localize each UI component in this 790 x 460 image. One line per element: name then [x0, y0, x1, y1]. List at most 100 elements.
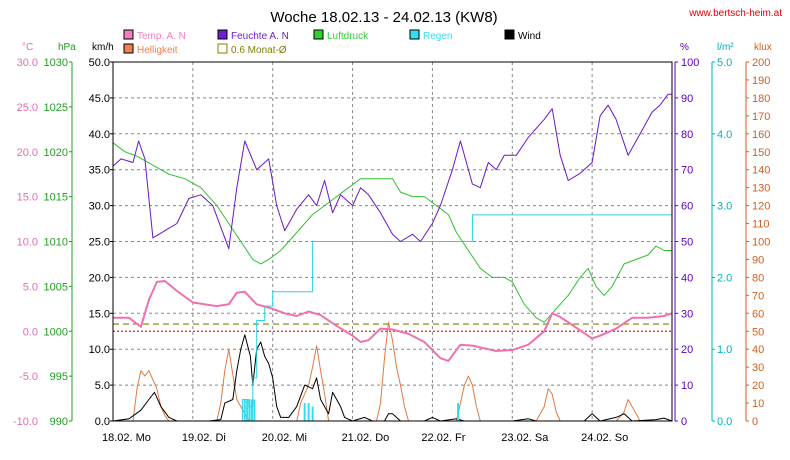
tick-label-kmh: 30.0 [89, 201, 110, 213]
axis-kmh: km/h 0.0 5.0 10.0 15.0 20.0 25.0 30.0 35.0 40.0 45… [89, 42, 114, 428]
legend-swatch [409, 29, 420, 40]
tick-label-kmh: 45.0 [89, 93, 110, 105]
legend-swatch [123, 43, 134, 54]
tick-label-pct: 30 [681, 308, 693, 320]
tick-label-hpa: 1005 [44, 281, 68, 293]
axis-unit-kmh: km/h [92, 42, 114, 53]
tick-label-temp: 30.0 [17, 57, 38, 69]
tick-label-hpa: 990 [50, 416, 68, 428]
tick-label-klux: 140 [752, 165, 770, 177]
tick-label-temp: -10.0 [13, 416, 38, 428]
tick-label-klux: 200 [752, 57, 770, 69]
legend-label: Helligkeit [137, 45, 178, 56]
tick-label-temp: 25.0 [17, 102, 38, 114]
legend-swatch [504, 29, 515, 40]
tick-label-kmh: 40.0 [89, 129, 110, 141]
tick-label-rain: 5.0 [717, 57, 732, 69]
series-line-feuchte-a-n [112, 93, 672, 250]
tick-label-hpa: 1000 [44, 326, 68, 338]
plot-frame [112, 61, 673, 422]
tick-label-hpa: 1030 [44, 57, 68, 69]
tick-label-klux: 150 [752, 147, 770, 159]
tick-label-klux: 0 [752, 416, 758, 428]
tick-label-rain: 0.0 [717, 416, 732, 428]
axis-hpa: hPa 990 995 1000 1005 1010 1015 1020 1025 1030 [44, 42, 77, 428]
tick-label-pct: 60 [681, 201, 693, 213]
tick-label-klux: 30 [752, 362, 764, 374]
tick-label-pct: 90 [681, 93, 693, 105]
tick-label-kmh: 50.0 [89, 57, 110, 69]
tick-label-pct: 70 [681, 165, 693, 177]
legend-swatch [313, 29, 324, 40]
tick-label-kmh: 10.0 [89, 344, 110, 356]
x-tick-label: 18.02. Mo [102, 432, 151, 444]
axis-unit-pct: % [680, 42, 689, 53]
tick-label-klux: 180 [752, 93, 770, 105]
x-tick-label: 20.02. Mi [262, 432, 307, 444]
series-line-temp-a-n [113, 280, 673, 362]
legend-label: Luftdruck [327, 31, 369, 42]
tick-label-temp: 20.0 [17, 147, 38, 159]
tick-label-klux: 190 [752, 75, 770, 87]
tick-label-klux: 90 [752, 254, 764, 266]
axis-unit-klux: klux [754, 42, 772, 53]
axis-unit-temp: °C [22, 42, 33, 53]
tick-label-kmh: 5.0 [95, 380, 110, 392]
tick-label-kmh: 15.0 [89, 308, 110, 320]
axis-klux: klux 0 10 20 30 40 50 60 70 80 90 100 110 120 130 140 15… [745, 42, 772, 428]
legend-item: Helligkeit [123, 43, 178, 56]
legend-item: Regen [409, 29, 452, 42]
x-tick-label: 22.02. Fr [421, 432, 465, 444]
tick-label-pct: 80 [681, 129, 693, 141]
tick-label-klux: 120 [752, 201, 770, 213]
x-tick-label: 23.02. Sa [501, 432, 549, 444]
legend-item: Luftdruck [313, 29, 369, 42]
tick-label-klux: 50 [752, 326, 764, 338]
legend-item: Wind [504, 29, 541, 42]
tick-label-temp: 5.0 [23, 281, 38, 293]
series-line-regen [113, 214, 672, 422]
tick-label-kmh: 25.0 [89, 237, 110, 249]
tick-label-pct: 100 [681, 57, 699, 69]
tick-label-pct: 10 [681, 380, 693, 392]
source-link[interactable]: www.bertsch-heim.at [688, 8, 782, 19]
tick-label-rain: 4.0 [717, 129, 732, 141]
tick-label-klux: 20 [752, 380, 764, 392]
legend-label: Temp. A. N [137, 31, 186, 42]
tick-label-klux: 170 [752, 111, 770, 123]
legend-label: Regen [423, 31, 452, 42]
plot-area [112, 61, 673, 422]
series-line-wind [112, 334, 673, 422]
legend-label: Wind [518, 31, 541, 42]
axis-pct: % 0 10 20 30 40 50 60 70 80 90 100 [674, 42, 699, 428]
legend-label: Feuchte A. N [231, 31, 289, 42]
x-axis: 18.02. Mo 19.02. Di 20.02. Mi 21.02. Do 22.0… [102, 432, 628, 444]
axes: °C -10.0 -5.0 0.0 5.0 10.0 15.0 20.0 25.0 30.0 hPa… [13, 42, 772, 444]
tick-label-klux: 10 [752, 398, 764, 410]
axis-temp: °C -10.0 -5.0 0.0 5.0 10.0 15.0 20.0 25.0 30.0 [13, 42, 38, 428]
tick-label-klux: 70 [752, 290, 764, 302]
legend-item: 0.6 Monat-Ø [217, 43, 287, 56]
tick-label-hpa: 1010 [44, 237, 68, 249]
legend-swatch [123, 29, 134, 40]
tick-label-pct: 40 [681, 272, 693, 284]
x-tick-label: 24.02. So [581, 432, 628, 444]
tick-label-klux: 160 [752, 129, 770, 141]
tick-label-temp: -5.0 [19, 371, 38, 383]
legend-swatch [217, 29, 228, 40]
tick-label-kmh: 20.0 [89, 272, 110, 284]
tick-label-rain: 2.0 [717, 272, 732, 284]
series-line-luftdruck [112, 142, 672, 323]
axis-unit-rain: l/m² [717, 42, 734, 53]
x-tick-label: 21.02. Do [342, 432, 390, 444]
axis-unit-hpa: hPa [58, 42, 76, 53]
legend: Temp. A. N Feuchte A. N Luftdruck Regen Wind… [123, 29, 541, 56]
tick-label-temp: 15.0 [17, 192, 38, 204]
tick-label-temp: 0.0 [23, 326, 38, 338]
tick-label-kmh: 35.0 [89, 165, 110, 177]
tick-label-rain: 3.0 [717, 201, 732, 213]
tick-label-pct: 50 [681, 237, 693, 249]
tick-label-pct: 0 [681, 416, 687, 428]
tick-label-hpa: 1015 [44, 192, 68, 204]
